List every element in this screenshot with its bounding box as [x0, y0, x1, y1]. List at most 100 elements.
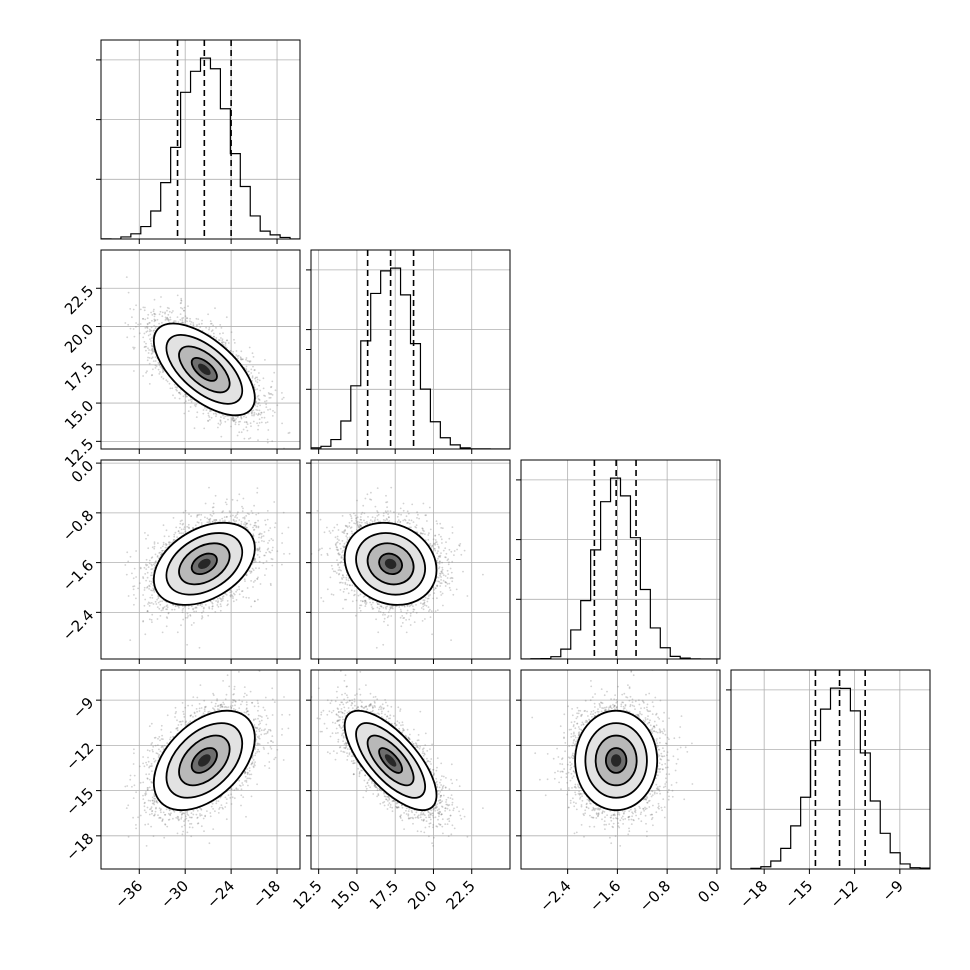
scatter-point: [262, 387, 265, 390]
scatter-point: [150, 353, 153, 355]
scatter-point: [192, 324, 195, 326]
panel-content: [101, 250, 300, 449]
scatter-point: [238, 593, 241, 596]
scatter-point: [281, 392, 283, 394]
scatter-point: [127, 323, 130, 326]
scatter-point: [250, 372, 253, 374]
scatter-point: [154, 356, 157, 358]
scatter-point: [165, 379, 168, 381]
scatter-point: [184, 509, 187, 512]
scatter-point: [257, 402, 259, 405]
scatter-point: [230, 425, 232, 428]
scatter-point: [139, 323, 142, 325]
scatter-point: [154, 319, 157, 322]
scatter-point: [229, 349, 232, 352]
scatter-point: [150, 357, 153, 360]
scatter-point: [270, 386, 272, 389]
scatter-point: [250, 368, 253, 371]
scatter-point: [227, 342, 230, 344]
scatter-point: [185, 393, 187, 396]
panel-content: [311, 250, 510, 449]
scatter-point: [258, 379, 261, 382]
scatter-point: [250, 605, 253, 608]
scatter-point: [250, 425, 252, 428]
scatter-point: [270, 385, 273, 388]
scatter-point: [272, 410, 274, 412]
scatter-point: [251, 410, 253, 412]
scatter-point: [152, 310, 155, 313]
scatter-point: [234, 419, 237, 421]
scatter-point: [167, 320, 170, 322]
scatter-point: [258, 384, 260, 387]
scatter-point: [261, 416, 263, 419]
scatter-point: [158, 313, 161, 316]
scatter-point: [256, 409, 259, 411]
scatter-point: [166, 318, 169, 321]
scatter-point: [182, 532, 185, 534]
scatter-point: [168, 382, 171, 385]
scatter-point: [248, 437, 250, 440]
scatter-point: [153, 313, 156, 315]
scatter-point: [240, 417, 243, 420]
scatter-point: [222, 341, 225, 344]
scatter-point: [164, 311, 167, 314]
scatter-point: [210, 330, 213, 333]
scatter-point: [183, 309, 185, 312]
scatter-point: [240, 357, 242, 360]
scatter-point: [143, 332, 146, 335]
scatter-point: [173, 535, 176, 538]
scatter-point: [166, 380, 169, 383]
scatter-point: [190, 400, 193, 403]
scatter-point: [153, 298, 156, 301]
scatter-point: [231, 419, 234, 422]
scatter-point: [132, 346, 135, 349]
scatter-point: [251, 414, 254, 417]
scatter-point: [195, 403, 198, 406]
scatter-point: [151, 350, 154, 353]
scatter-point: [150, 342, 153, 345]
scatter-point: [133, 348, 135, 350]
scatter-point: [135, 322, 138, 324]
scatter-point: [251, 411, 254, 413]
contour-level-2: [178, 345, 231, 394]
scatter-point: [204, 502, 207, 505]
scatter-point: [257, 397, 260, 400]
scatter-point: [222, 510, 225, 512]
scatter-point: [281, 398, 284, 400]
scatter-point: [265, 403, 267, 406]
scatter-point: [193, 404, 196, 406]
scatter-point: [189, 320, 191, 322]
scatter-point: [242, 428, 245, 431]
scatter-point: [184, 393, 187, 396]
scatter-point: [146, 323, 149, 326]
scatter-point: [145, 349, 147, 352]
scatter-point: [236, 434, 239, 437]
scatter-point: [260, 421, 263, 424]
scatter-point: [253, 386, 256, 389]
scatter-point: [163, 535, 166, 538]
scatter-point: [160, 296, 162, 298]
scatter-point: [152, 330, 155, 332]
scatter-point: [168, 307, 170, 310]
scatter-point: [194, 405, 197, 408]
scatter-point: [186, 395, 188, 398]
scatter-point: [132, 328, 135, 330]
scatter-point: [146, 370, 148, 373]
scatter-point: [273, 411, 276, 414]
scatter-point: [215, 327, 217, 329]
scatter-point: [220, 422, 223, 424]
scatter-point: [287, 526, 290, 529]
scatter-point: [180, 299, 183, 302]
scatter-point: [147, 334, 150, 337]
scatter-point: [159, 366, 162, 368]
scatter-point: [151, 314, 154, 316]
scatter-point: [184, 393, 187, 396]
scatter-point: [214, 412, 217, 415]
scatter-point: [248, 373, 251, 376]
scatter-point: [186, 320, 188, 323]
scatter-point: [257, 414, 259, 416]
scatter-point: [209, 320, 212, 322]
scatter-point: [172, 310, 174, 312]
scatter-point: [146, 359, 149, 362]
scatter-point: [146, 322, 149, 325]
